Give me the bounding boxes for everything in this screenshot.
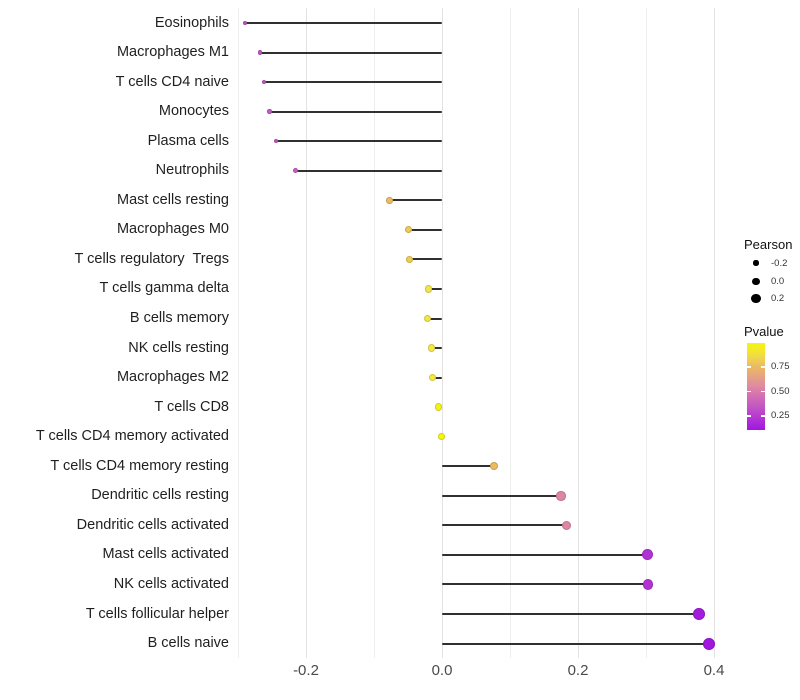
lollipop-stick — [409, 258, 442, 261]
y-axis-label: T cells CD8 — [154, 398, 229, 415]
gridline-minor — [509, 8, 511, 658]
lollipop-stick — [442, 583, 649, 586]
lollipop-dot — [267, 109, 272, 114]
lollipop-dot — [427, 344, 435, 352]
y-axis-label: NK cells resting — [128, 339, 229, 356]
legend-size-label: 0.0 — [771, 276, 785, 287]
lollipop-dot — [257, 50, 262, 55]
colorbar-tick-mark — [747, 415, 751, 417]
legend-size-dot — [752, 277, 760, 286]
y-axis-label: Plasma cells — [147, 132, 229, 149]
y-axis-label: Macrophages M0 — [116, 221, 229, 238]
lollipop-dot — [242, 20, 247, 25]
lollipop-dot — [405, 255, 413, 263]
gridline-major — [441, 8, 443, 658]
colorbar-tick-mark — [761, 366, 765, 368]
gridline-minor — [373, 8, 375, 658]
x-axis-tick-label: 0.2 — [567, 662, 589, 679]
lollipop-stick — [269, 110, 442, 113]
y-axis-label: T cells regulatory Tregs — [74, 250, 229, 267]
gridline-minor — [237, 8, 239, 658]
lollipop-dot — [261, 79, 267, 85]
lollipop-dot — [424, 285, 432, 293]
lollipop-dot — [386, 197, 393, 204]
lollipop-stick — [442, 524, 567, 527]
lollipop-stick — [295, 169, 442, 172]
y-axis-label: Macrophages M2 — [116, 369, 229, 386]
lollipop-stick — [442, 642, 709, 645]
legend-size-label: -0.2 — [771, 257, 788, 269]
y-axis-label: B cells naive — [147, 635, 229, 652]
y-axis-label: T cells follicular helper — [85, 605, 229, 622]
lollipop-stick — [276, 140, 442, 143]
lollipop-stick — [432, 376, 442, 379]
lollipop-stick — [427, 317, 442, 320]
legend-size-label: 0.2 — [771, 293, 785, 304]
y-axis-label: Monocytes — [158, 103, 229, 120]
lollipop-stick — [244, 22, 442, 24]
y-axis-label: Dendritic cells activated — [76, 516, 229, 533]
lollipop-dot — [702, 637, 715, 650]
pvalue-colorbar — [747, 343, 765, 430]
gridline-minor — [645, 8, 647, 658]
gridline-major — [577, 8, 579, 658]
lollipop-stick — [442, 553, 648, 556]
lollipop-dot — [693, 608, 705, 620]
colorbar-tick-mark — [761, 415, 765, 417]
lollipop-dot — [424, 314, 432, 323]
lollipop-dot — [405, 226, 413, 234]
lollipop-dot — [292, 168, 298, 174]
x-axis-tick-label: 0.4 — [703, 662, 725, 679]
colorbar-tick-mark — [761, 390, 765, 393]
lollipop-stick — [442, 494, 561, 497]
lollipop-stick — [442, 613, 700, 615]
lollipop-dot — [561, 520, 572, 531]
lollipop-stick — [263, 81, 442, 84]
lollipop-stick — [259, 51, 442, 54]
lollipop-stick — [442, 465, 494, 468]
lollipop-stick — [408, 228, 442, 231]
colorbar-tick-mark — [747, 390, 751, 393]
gridline-major — [713, 8, 715, 658]
y-axis-label: Mast cells resting — [116, 191, 229, 208]
y-axis-label: Neutrophils — [155, 162, 229, 179]
y-axis-label: NK cells activated — [113, 575, 229, 592]
lollipop-dot — [641, 549, 653, 561]
y-axis-label: Eosinophils — [154, 14, 229, 31]
lollipop-stick — [389, 199, 442, 202]
y-axis-label: Mast cells activated — [102, 546, 229, 563]
lollipop-stick — [431, 347, 442, 350]
legend-size-title: Pearson — [744, 237, 793, 252]
lollipop-dot — [428, 373, 437, 382]
legend-color-title: Pvalue — [744, 324, 784, 339]
y-axis-label: T cells CD4 naive — [115, 73, 229, 90]
lollipop-dot — [556, 491, 566, 501]
colorbar-tick-label: 0.50 — [771, 385, 790, 397]
lollipop-dot — [642, 578, 654, 590]
y-axis-label: T cells CD4 memory activated — [35, 428, 229, 445]
lollipop-dot — [489, 462, 498, 471]
x-axis-tick-label: 0.0 — [431, 662, 453, 679]
y-axis-label: Dendritic cells resting — [91, 487, 229, 504]
lollipop-dot — [437, 433, 445, 441]
legend-size-dot — [751, 293, 761, 304]
y-axis-label: T cells gamma delta — [99, 280, 229, 297]
y-axis-label: T cells CD4 memory resting — [50, 457, 229, 474]
x-axis-tick-label: -0.2 — [293, 662, 319, 679]
colorbar-tick-label: 0.25 — [771, 410, 790, 422]
y-axis-label: B cells memory — [129, 310, 229, 326]
legend-size-dot — [753, 260, 759, 266]
y-axis-label: Macrophages M1 — [116, 44, 229, 61]
lollipop-dot — [273, 138, 279, 144]
lollipop-dot — [434, 403, 443, 411]
colorbar-tick-label: 0.75 — [771, 361, 790, 373]
gridline-major — [305, 8, 307, 658]
colorbar-tick-mark — [747, 366, 751, 368]
lollipop-stick — [428, 287, 442, 290]
